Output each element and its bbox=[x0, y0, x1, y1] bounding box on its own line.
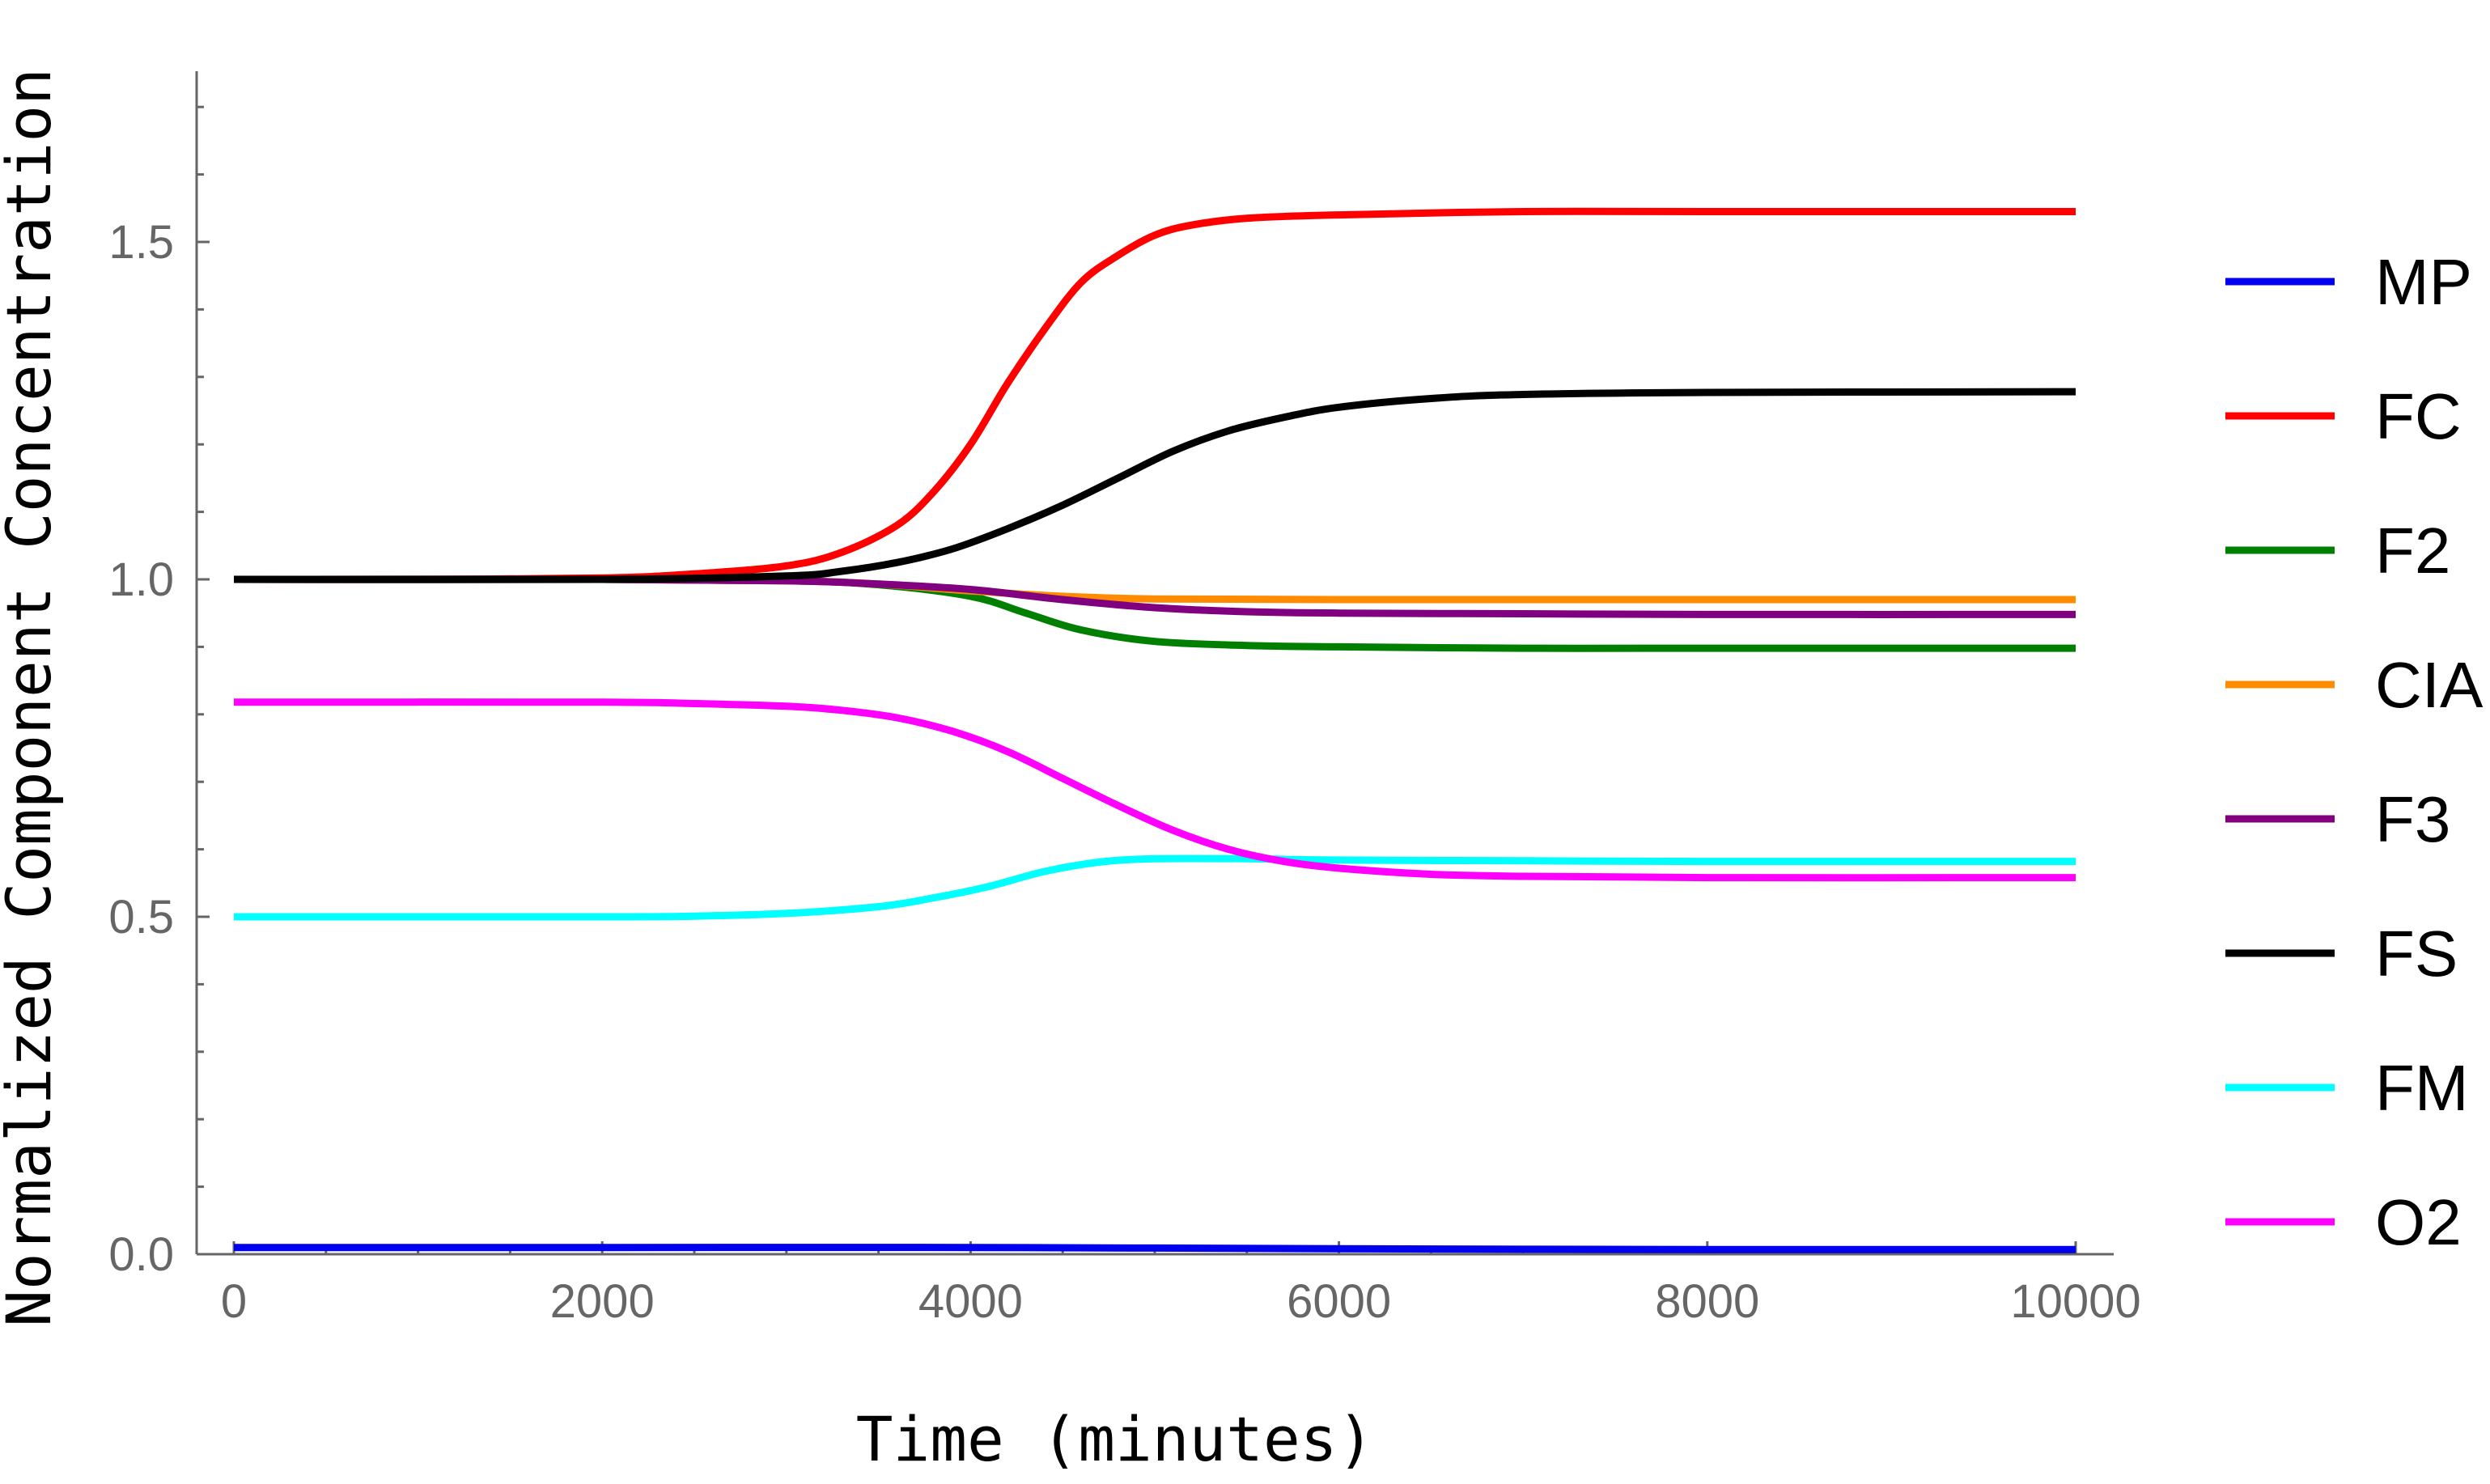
legend: MP FC F2 CIA F3 FS FM O2 bbox=[2225, 246, 2484, 1258]
x-tick-label: 0 bbox=[221, 1275, 247, 1328]
legend-label-fs: FS bbox=[2375, 918, 2458, 990]
legend-label-f2: F2 bbox=[2375, 515, 2450, 587]
series-line-o2 bbox=[233, 698, 2076, 882]
y-tick-label: 1.0 bbox=[108, 553, 174, 606]
x-tick-label: 6000 bbox=[1287, 1275, 1391, 1328]
legend-label-fc: FC bbox=[2375, 380, 2462, 452]
y-tick-label: 1.5 bbox=[108, 216, 174, 269]
y-tick-label: 0.5 bbox=[108, 891, 174, 943]
ticks: 0 2000 4000 6000 8000 10000 0.0 0.5 1.0 1.5 bbox=[108, 105, 2141, 1328]
x-tick-label: 8000 bbox=[1655, 1275, 1759, 1328]
series-group bbox=[233, 207, 2076, 1253]
legend-label-mp: MP bbox=[2375, 246, 2472, 318]
series-line-fs bbox=[233, 388, 2076, 583]
series-line-fm bbox=[233, 854, 2076, 921]
series-line-mp bbox=[234, 1244, 2076, 1253]
legend-label-cia: CIA bbox=[2375, 649, 2484, 721]
x-tick-label: 10000 bbox=[2010, 1275, 2140, 1328]
y-axis-title: Normalized Component Concentration bbox=[0, 68, 65, 1327]
x-tick-label: 4000 bbox=[918, 1275, 1023, 1328]
x-tick-label: 2000 bbox=[550, 1275, 655, 1328]
axes bbox=[195, 71, 2114, 1256]
y-tick-label: 0.0 bbox=[108, 1228, 174, 1281]
legend-label-f3: F3 bbox=[2375, 783, 2450, 855]
legend-label-o2: O2 bbox=[2375, 1186, 2462, 1258]
x-axis-title: Time (minutes) bbox=[856, 1403, 1375, 1475]
legend-label-fm: FM bbox=[2375, 1052, 2469, 1124]
